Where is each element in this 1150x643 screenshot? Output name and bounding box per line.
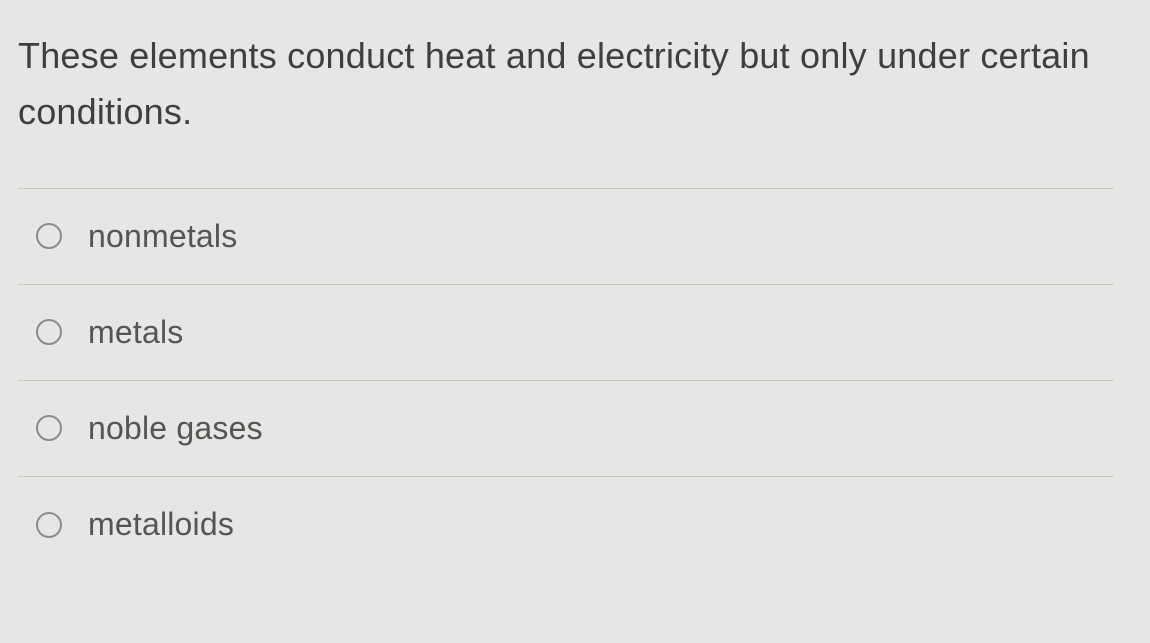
radio-icon[interactable]	[36, 512, 62, 538]
option-label: metalloids	[88, 506, 234, 543]
radio-icon[interactable]	[36, 319, 62, 345]
option-metals[interactable]: metals	[18, 285, 1114, 381]
option-metalloids[interactable]: metalloids	[18, 477, 1114, 573]
option-label: noble gases	[88, 410, 263, 447]
option-label: metals	[88, 314, 183, 351]
radio-icon[interactable]	[36, 415, 62, 441]
options-list: nonmetals metals noble gases metalloids	[18, 188, 1114, 573]
option-label: nonmetals	[88, 218, 237, 255]
option-nonmetals[interactable]: nonmetals	[18, 189, 1114, 285]
option-noble-gases[interactable]: noble gases	[18, 381, 1114, 477]
question-prompt: These elements conduct heat and electric…	[18, 28, 1114, 140]
radio-icon[interactable]	[36, 223, 62, 249]
